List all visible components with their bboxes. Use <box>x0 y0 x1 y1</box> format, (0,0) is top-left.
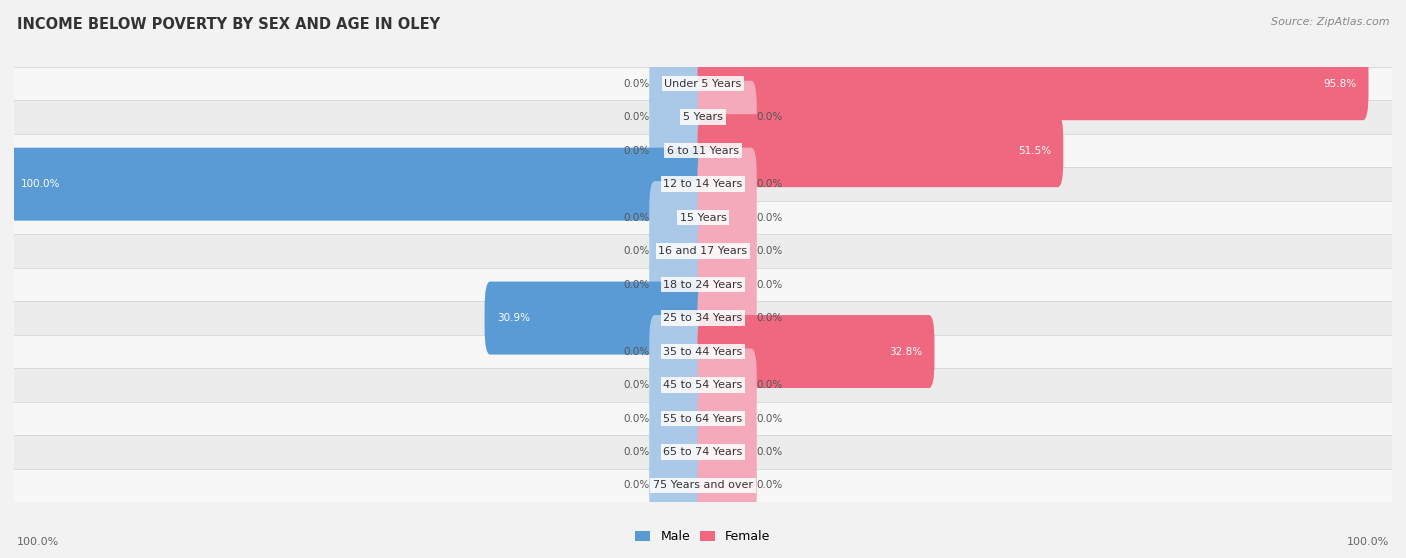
FancyBboxPatch shape <box>697 81 756 153</box>
Text: 75 Years and over: 75 Years and over <box>652 480 754 490</box>
Bar <box>14 469 1392 502</box>
Text: 0.0%: 0.0% <box>756 313 783 323</box>
Bar <box>14 234 1392 268</box>
Bar <box>14 402 1392 435</box>
Text: 25 to 34 Years: 25 to 34 Years <box>664 313 742 323</box>
Text: 0.0%: 0.0% <box>756 213 783 223</box>
Text: 15 Years: 15 Years <box>679 213 727 223</box>
Text: 0.0%: 0.0% <box>623 213 650 223</box>
Bar <box>14 268 1392 301</box>
FancyBboxPatch shape <box>650 349 709 421</box>
Bar <box>14 435 1392 469</box>
Text: 100.0%: 100.0% <box>1347 537 1389 547</box>
Text: 0.0%: 0.0% <box>623 79 650 89</box>
FancyBboxPatch shape <box>650 416 709 488</box>
Bar <box>14 201 1392 234</box>
FancyBboxPatch shape <box>697 248 756 321</box>
Text: 0.0%: 0.0% <box>756 447 783 457</box>
Text: 55 to 64 Years: 55 to 64 Years <box>664 413 742 424</box>
Bar <box>14 100 1392 134</box>
FancyBboxPatch shape <box>697 215 756 287</box>
Text: INCOME BELOW POVERTY BY SEX AND AGE IN OLEY: INCOME BELOW POVERTY BY SEX AND AGE IN O… <box>17 17 440 32</box>
FancyBboxPatch shape <box>697 114 1063 187</box>
FancyBboxPatch shape <box>697 315 935 388</box>
Text: 0.0%: 0.0% <box>623 246 650 256</box>
Text: 0.0%: 0.0% <box>756 280 783 290</box>
Text: 0.0%: 0.0% <box>756 246 783 256</box>
FancyBboxPatch shape <box>697 416 756 488</box>
FancyBboxPatch shape <box>697 282 756 354</box>
FancyBboxPatch shape <box>650 248 709 321</box>
Text: 45 to 54 Years: 45 to 54 Years <box>664 380 742 390</box>
Text: 30.9%: 30.9% <box>496 313 530 323</box>
Text: 35 to 44 Years: 35 to 44 Years <box>664 347 742 357</box>
FancyBboxPatch shape <box>8 148 709 220</box>
FancyBboxPatch shape <box>697 148 756 220</box>
Legend: Male, Female: Male, Female <box>630 525 776 548</box>
Text: 0.0%: 0.0% <box>623 280 650 290</box>
FancyBboxPatch shape <box>650 215 709 287</box>
Text: 12 to 14 Years: 12 to 14 Years <box>664 179 742 189</box>
Text: 65 to 74 Years: 65 to 74 Years <box>664 447 742 457</box>
FancyBboxPatch shape <box>485 282 709 354</box>
Bar <box>14 301 1392 335</box>
FancyBboxPatch shape <box>697 382 756 455</box>
Bar <box>14 368 1392 402</box>
Text: 0.0%: 0.0% <box>756 413 783 424</box>
Text: 0.0%: 0.0% <box>756 112 783 122</box>
FancyBboxPatch shape <box>650 47 709 120</box>
Bar <box>14 134 1392 167</box>
Text: Source: ZipAtlas.com: Source: ZipAtlas.com <box>1271 17 1389 27</box>
Text: 6 to 11 Years: 6 to 11 Years <box>666 146 740 156</box>
Bar <box>14 335 1392 368</box>
Text: 100.0%: 100.0% <box>21 179 60 189</box>
FancyBboxPatch shape <box>697 47 1368 120</box>
Text: 51.5%: 51.5% <box>1018 146 1050 156</box>
Text: 0.0%: 0.0% <box>623 413 650 424</box>
Text: 16 and 17 Years: 16 and 17 Years <box>658 246 748 256</box>
FancyBboxPatch shape <box>650 449 709 522</box>
Text: 18 to 24 Years: 18 to 24 Years <box>664 280 742 290</box>
Text: 95.8%: 95.8% <box>1323 79 1357 89</box>
Text: 0.0%: 0.0% <box>623 447 650 457</box>
FancyBboxPatch shape <box>650 382 709 455</box>
Text: 0.0%: 0.0% <box>623 112 650 122</box>
Text: 0.0%: 0.0% <box>756 380 783 390</box>
Text: 0.0%: 0.0% <box>623 480 650 490</box>
Bar <box>14 167 1392 201</box>
Text: 0.0%: 0.0% <box>623 146 650 156</box>
FancyBboxPatch shape <box>650 81 709 153</box>
Text: 0.0%: 0.0% <box>623 347 650 357</box>
FancyBboxPatch shape <box>697 349 756 421</box>
Text: 0.0%: 0.0% <box>623 380 650 390</box>
Text: 32.8%: 32.8% <box>889 347 922 357</box>
Text: Under 5 Years: Under 5 Years <box>665 79 741 89</box>
FancyBboxPatch shape <box>650 181 709 254</box>
FancyBboxPatch shape <box>650 114 709 187</box>
FancyBboxPatch shape <box>697 449 756 522</box>
FancyBboxPatch shape <box>697 181 756 254</box>
Text: 0.0%: 0.0% <box>756 179 783 189</box>
Text: 100.0%: 100.0% <box>17 537 59 547</box>
Bar <box>14 67 1392 100</box>
Text: 0.0%: 0.0% <box>756 480 783 490</box>
FancyBboxPatch shape <box>650 315 709 388</box>
Text: 5 Years: 5 Years <box>683 112 723 122</box>
